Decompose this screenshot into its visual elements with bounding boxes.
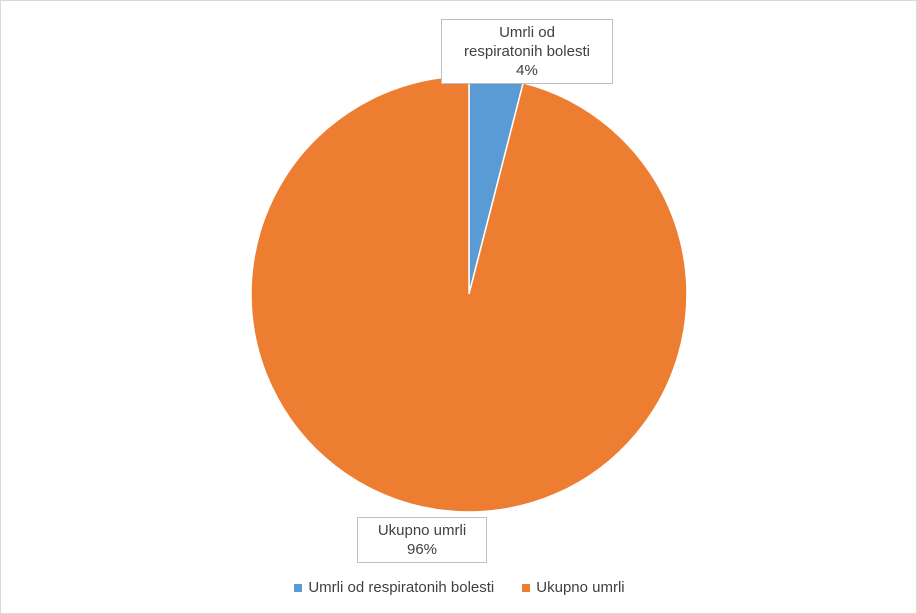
legend-swatch-total [522, 583, 531, 592]
legend-label-total: Ukupno umrli [536, 579, 625, 596]
pie-slice-total [250, 75, 688, 513]
data-label-total-line1: Ukupno umrli [377, 522, 467, 539]
legend-label-respiratory: Umrli od respiratonih bolesti [308, 579, 495, 596]
legend-swatch-respiratory [294, 583, 303, 592]
data-label-total: Ukupno umrli 96% [357, 517, 487, 563]
data-label-total-percent: 96% [406, 541, 438, 558]
legend: Umrli od respiratonih bolesti Ukupno umr… [1, 579, 917, 596]
data-label-respiratory-percent: 4% [516, 62, 538, 79]
data-label-respiratory-line2: respiratonih bolesti [464, 43, 590, 60]
data-label-respiratory-line1: Umrli od [499, 24, 555, 41]
legend-item-respiratory: Umrli od respiratonih bolesti [294, 579, 494, 596]
data-label-respiratory: Umrli od respiratonih bolesti 4% [441, 19, 613, 84]
legend-item-total: Ukupno umrli [522, 579, 625, 596]
